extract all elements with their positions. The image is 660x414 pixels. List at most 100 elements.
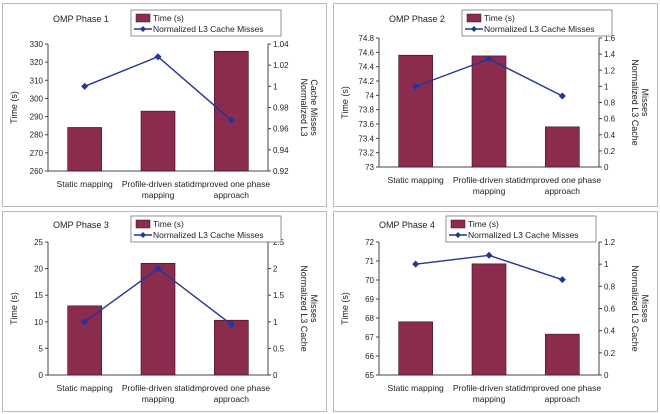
chart-panel-phase-4: 65 66 67 68 69 70 71 72 0 0.2 0.4 0.6 0.8 1 1.2 Time (s…	[333, 211, 658, 412]
y-tick-label: 0	[39, 371, 44, 380]
y2-axis-title: Normalized L3 Cache	[630, 59, 640, 146]
line-point	[558, 92, 566, 100]
legend-label-misses: Normalized L3 Cache Misses	[484, 24, 595, 34]
y2-tick-label: 1	[604, 260, 609, 269]
y-tick-label: 73	[365, 163, 374, 172]
line-point	[81, 318, 89, 326]
y-tick-label: 20	[34, 265, 43, 274]
y2-tick-label: 1.4	[604, 50, 616, 59]
y2-tick-label: 1.2	[604, 238, 616, 247]
category-label: Improved one phase	[524, 383, 602, 393]
legend-line-marker	[471, 26, 477, 32]
category-label: Static mapping	[388, 175, 444, 185]
legend-label-time: Time (s)	[153, 219, 184, 229]
legend-box	[130, 215, 282, 243]
line-point	[412, 82, 420, 90]
y2-tick-label: 0.6	[604, 305, 616, 314]
category-label: Static mapping	[388, 383, 444, 393]
y2-tick-label: 0.4	[604, 327, 616, 336]
bar	[545, 333, 580, 376]
y-tick-label: 74.8	[358, 34, 374, 43]
y-tick-label: 67	[365, 333, 374, 342]
y-tick-label: 69	[365, 295, 374, 304]
bar	[214, 50, 249, 172]
legend-line-marker	[455, 232, 461, 238]
chart-title: OMP Phase 3	[53, 220, 109, 230]
category-label: mapping	[142, 394, 175, 404]
bar	[214, 319, 249, 376]
chart-title: OMP Phase 1	[53, 14, 109, 24]
category-label: Static mapping	[57, 383, 113, 393]
category-label: Improved one phase	[193, 179, 271, 189]
y2-tick-label: 2	[273, 265, 278, 274]
y2-tick-label: 1.5	[273, 291, 285, 300]
y2-axis-title: Cache Misses	[309, 79, 319, 136]
y2-tick-label: 0.8	[604, 282, 616, 291]
y-tick-label: 71	[365, 257, 374, 266]
y-tick-label: 270	[30, 149, 44, 158]
y2-tick-label: 1.02	[273, 61, 289, 70]
legend-bar-swatch	[450, 219, 466, 229]
y-axis-title: Time (s)	[9, 91, 19, 124]
y2-tick-label: 1.6	[604, 34, 616, 43]
line-point	[81, 82, 89, 90]
y-tick-label: 73.2	[358, 149, 374, 158]
bar	[140, 262, 176, 376]
legend-bar-swatch	[135, 219, 151, 229]
chart-panel-phase-2: 73 73.2 73.4 73.6 73.8 74 74.2 74.4 74.6 74.8 0 0.2…	[333, 3, 658, 207]
y-tick-label: 66	[365, 352, 374, 361]
chart-svg-phase-4: 65 66 67 68 69 70 71 72 0 0.2 0.4 0.6 0.8 1 1.2 Time (s…	[340, 215, 650, 404]
y-tick-label: 74.2	[358, 77, 374, 86]
legend-box	[130, 9, 282, 37]
y-tick-label: 68	[365, 314, 374, 323]
y2-axis-title: Misses	[640, 88, 650, 117]
bar	[398, 321, 433, 376]
y2-tick-label: 0.2	[604, 147, 616, 156]
chart-svg-phase-2: 73 73.2 73.4 73.6 73.8 74 74.2 74.4 74.6 74.8 0 0.2…	[340, 9, 650, 196]
y-tick-label: 15	[34, 291, 43, 300]
y2-tick-label: 1.04	[273, 40, 289, 49]
y2-tick-label: 0.8	[604, 99, 616, 108]
legend-label-misses: Normalized L3 Cache Misses	[468, 230, 579, 240]
y2-tick-label: 1	[273, 82, 278, 91]
legend-label-misses: Normalized L3 Cache Misses	[153, 230, 264, 240]
y-tick-label: 74.4	[358, 63, 374, 72]
bar	[140, 110, 176, 172]
line-point	[485, 251, 493, 259]
y-tick-label: 65	[365, 371, 374, 380]
y2-tick-label: 1	[273, 318, 278, 327]
y-tick-label: 300	[30, 94, 44, 103]
legend-line-marker	[140, 232, 146, 238]
line-point	[558, 276, 566, 284]
y-tick-label: 10	[34, 318, 43, 327]
category-label: Profile-driven static	[453, 175, 526, 185]
y2-tick-label: 1	[604, 82, 609, 91]
legend-bar-swatch	[135, 13, 151, 23]
legend-bar-swatch	[466, 13, 482, 23]
line-point	[227, 116, 235, 124]
y2-axis-title: Normalized L3	[299, 78, 309, 136]
legend-label-time: Time (s)	[484, 13, 515, 23]
category-label: Improved one phase	[193, 383, 271, 393]
category-label: approach	[545, 186, 581, 196]
category-label: approach	[545, 394, 581, 404]
category-label: Static mapping	[57, 179, 113, 189]
y2-tick-label: 1.2	[604, 66, 616, 75]
y2-axis-title: Misses	[640, 294, 650, 323]
category-label: mapping	[473, 394, 506, 404]
line-point	[227, 320, 235, 328]
bar	[67, 305, 102, 376]
chart-title: OMP Phase 2	[389, 14, 445, 24]
y2-tick-label: 0.92	[273, 167, 289, 176]
y-axis-title: Time (s)	[9, 292, 19, 325]
bar	[398, 54, 433, 168]
y2-tick-label: 0	[273, 371, 278, 380]
chart-panel-phase-3: 0 5 10 15 20 25 0 0.5 1 1.5 2 2.5 Time (s) Normalized…	[2, 211, 327, 412]
y-tick-label: 72	[365, 238, 374, 247]
y-tick-label: 74.6	[358, 48, 374, 57]
bar	[67, 127, 102, 172]
legend-label-time: Time (s)	[153, 13, 184, 23]
category-label: approach	[214, 190, 250, 200]
y2-axis-title: Normalized L3 Cache	[630, 265, 640, 352]
y-tick-label: 73.4	[358, 134, 374, 143]
